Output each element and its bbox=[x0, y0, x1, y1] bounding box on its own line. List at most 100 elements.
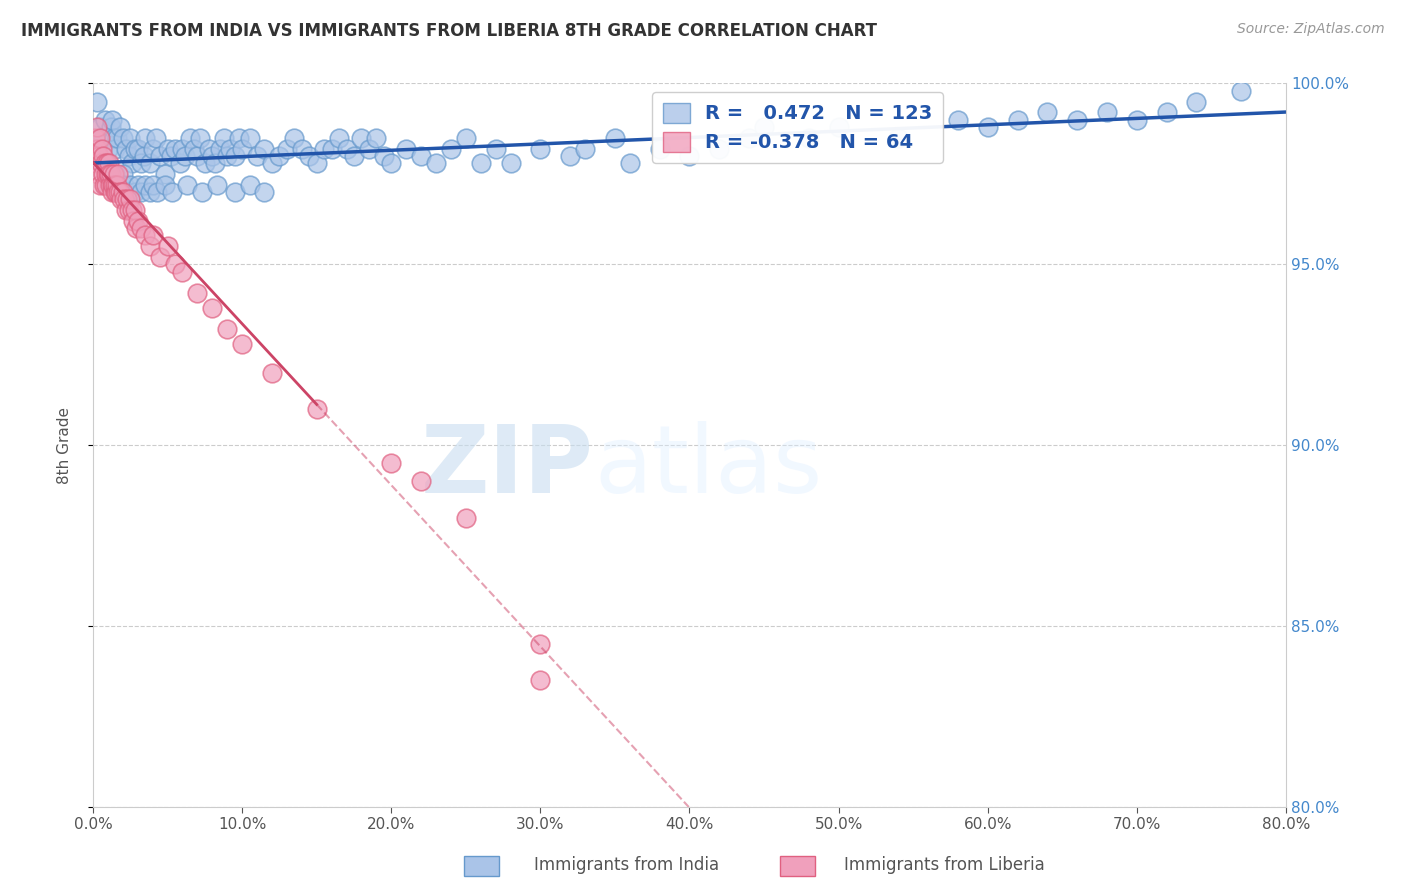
Point bbox=[105, 178, 128, 192]
Legend: R =   0.472   N = 123, R = -0.378   N = 64: R = 0.472 N = 123, R = -0.378 N = 64 bbox=[652, 93, 943, 163]
Point bbox=[738, 130, 761, 145]
Point bbox=[1095, 105, 1118, 120]
Point bbox=[260, 156, 283, 170]
Point bbox=[305, 156, 328, 170]
Point bbox=[142, 142, 165, 156]
Point bbox=[176, 178, 198, 192]
Point bbox=[827, 120, 849, 134]
Point bbox=[153, 178, 176, 192]
Point bbox=[752, 120, 775, 134]
Point bbox=[246, 149, 269, 163]
Point bbox=[172, 264, 194, 278]
Point bbox=[122, 214, 145, 228]
Point bbox=[127, 142, 149, 156]
Point bbox=[357, 142, 380, 156]
Point bbox=[239, 130, 262, 145]
Point bbox=[350, 130, 373, 145]
Point bbox=[260, 366, 283, 380]
Point bbox=[224, 149, 246, 163]
Point bbox=[887, 130, 910, 145]
Point bbox=[212, 130, 235, 145]
Point bbox=[269, 149, 291, 163]
Point bbox=[97, 178, 120, 192]
Point bbox=[118, 202, 141, 217]
Point bbox=[120, 178, 142, 192]
Point bbox=[103, 130, 125, 145]
Point bbox=[138, 156, 160, 170]
Point bbox=[201, 149, 224, 163]
Point bbox=[87, 167, 110, 181]
Point bbox=[121, 202, 143, 217]
Point bbox=[120, 192, 142, 206]
Point bbox=[298, 149, 321, 163]
Point bbox=[107, 167, 129, 181]
Point bbox=[253, 185, 276, 199]
Point bbox=[127, 214, 149, 228]
Point bbox=[239, 178, 262, 192]
Text: Immigrants from India: Immigrants from India bbox=[534, 856, 720, 874]
Point bbox=[105, 130, 128, 145]
Point bbox=[291, 142, 314, 156]
Point bbox=[204, 156, 226, 170]
Point bbox=[100, 167, 122, 181]
Point bbox=[105, 185, 128, 199]
Point bbox=[101, 178, 124, 192]
Text: atlas: atlas bbox=[595, 421, 823, 513]
Point bbox=[105, 178, 128, 192]
Point bbox=[124, 185, 146, 199]
Point bbox=[112, 178, 135, 192]
Point bbox=[89, 120, 111, 134]
Point bbox=[89, 178, 111, 192]
Point bbox=[146, 185, 169, 199]
Point bbox=[194, 156, 217, 170]
Point bbox=[328, 130, 350, 145]
Point bbox=[395, 142, 418, 156]
Point bbox=[619, 156, 641, 170]
Point bbox=[108, 120, 131, 134]
Point bbox=[142, 228, 165, 243]
Point bbox=[198, 142, 221, 156]
Point bbox=[114, 202, 136, 217]
Point bbox=[84, 156, 107, 170]
Point bbox=[149, 250, 172, 264]
Point bbox=[946, 112, 969, 127]
Point bbox=[132, 149, 155, 163]
Point bbox=[134, 130, 156, 145]
Point bbox=[129, 185, 152, 199]
Point bbox=[709, 142, 731, 156]
Point bbox=[117, 192, 139, 206]
Point bbox=[163, 142, 186, 156]
Point bbox=[454, 130, 477, 145]
Point bbox=[529, 142, 551, 156]
Point bbox=[529, 673, 551, 688]
Point bbox=[142, 178, 165, 192]
Point bbox=[217, 149, 239, 163]
Point bbox=[186, 286, 208, 301]
Point bbox=[86, 95, 108, 109]
Point bbox=[373, 149, 395, 163]
Point bbox=[797, 130, 820, 145]
Point bbox=[156, 142, 179, 156]
Point bbox=[485, 142, 508, 156]
Point bbox=[149, 149, 172, 163]
Point bbox=[114, 142, 136, 156]
Point bbox=[108, 185, 131, 199]
Point bbox=[107, 185, 129, 199]
Point bbox=[366, 130, 388, 145]
Y-axis label: 8th Grade: 8th Grade bbox=[58, 407, 72, 483]
Point bbox=[343, 149, 366, 163]
Point bbox=[91, 167, 114, 181]
Point bbox=[97, 167, 120, 181]
Point bbox=[321, 142, 343, 156]
Point bbox=[118, 149, 141, 163]
Text: IMMIGRANTS FROM INDIA VS IMMIGRANTS FROM LIBERIA 8TH GRADE CORRELATION CHART: IMMIGRANTS FROM INDIA VS IMMIGRANTS FROM… bbox=[21, 22, 877, 40]
Point bbox=[191, 185, 214, 199]
Point bbox=[93, 130, 115, 145]
Point bbox=[160, 185, 183, 199]
Point bbox=[94, 178, 117, 192]
Point bbox=[138, 239, 160, 253]
Point bbox=[153, 167, 176, 181]
Point bbox=[159, 149, 181, 163]
Point bbox=[314, 142, 336, 156]
Point bbox=[104, 178, 127, 192]
